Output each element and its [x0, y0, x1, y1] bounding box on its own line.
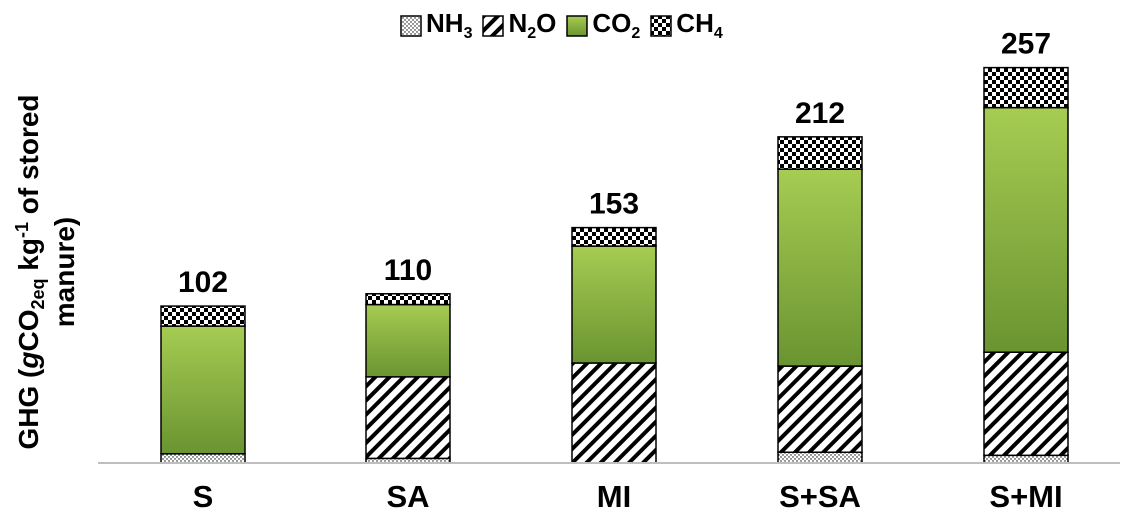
legend-swatch-checker	[650, 15, 673, 37]
legend-label-ch4: CH4	[676, 8, 723, 43]
category-label-4: S+MI	[989, 479, 1062, 514]
bars-layer	[160, 66, 1069, 464]
bar-segment-green-1	[365, 303, 451, 378]
category-label-2: MI	[597, 479, 631, 514]
y-axis-label: GHG (gCO2eq kg-1 of stored manure)	[12, 94, 80, 449]
ylabel-line2: manure)	[49, 217, 80, 327]
svg-text:GHG (gCO2eq kg-1 of stored: GHG (gCO2eq kg-1 of stored	[12, 94, 48, 449]
legend-swatch-dots	[400, 15, 422, 37]
total-label-2: 153	[589, 188, 639, 221]
category-label-1: SA	[386, 479, 429, 514]
ylabel-sub: 2eq	[28, 279, 48, 310]
ylabel-sup: -1	[12, 222, 32, 238]
legend: NH3 N2O CO2 CH4	[400, 8, 723, 44]
bar-segment-green-0	[160, 325, 246, 455]
bar-segment-green-4	[983, 106, 1069, 353]
ylabel-g: g	[13, 352, 44, 370]
ylabel-prefix: GHG (	[13, 368, 44, 450]
ylabel-suffix: of stored	[13, 94, 44, 222]
legend-label-nh3: NH3	[426, 8, 473, 43]
category-label-3: S+SA	[779, 479, 861, 514]
total-label-1: 110	[384, 254, 432, 287]
bar-segment-checker-4	[983, 66, 1069, 109]
bar-segment-dots-4	[983, 454, 1069, 464]
labels-layer: 102 S 110 SA 153 MI 212 S+SA 257 S+MI	[178, 28, 1063, 514]
bar-segment-dots-0	[160, 453, 246, 464]
legend-item-co2: CO2	[566, 8, 640, 43]
bar-segment-checker-1	[365, 293, 451, 306]
legend-item-nh3: NH3	[400, 8, 472, 43]
ylabel-co: CO	[13, 310, 44, 352]
total-label-0: 102	[178, 266, 228, 299]
bar-segment-dots-3	[777, 451, 863, 464]
ylabel-kg: kg	[13, 238, 44, 278]
bar-segment-hatch-1	[365, 376, 451, 460]
bar-segment-green-2	[571, 245, 657, 364]
bar-segment-hatch-3	[777, 365, 863, 453]
total-label-3: 212	[795, 97, 845, 130]
category-label-0: S	[193, 479, 214, 514]
bar-segment-checker-3	[777, 136, 863, 170]
legend-label-co2: CO2	[592, 8, 641, 43]
bar-segment-checker-2	[571, 226, 657, 247]
total-label-4: 257	[1001, 28, 1051, 61]
legend-swatch-hatch	[482, 15, 505, 37]
bar-segment-hatch-4	[983, 351, 1069, 457]
legend-swatch-green	[566, 15, 589, 37]
legend-label-n2o: N2O	[508, 8, 557, 43]
legend-item-ch4: CH4	[650, 8, 723, 43]
bar-segment-hatch-2	[571, 362, 657, 464]
bar-segment-green-3	[777, 168, 863, 367]
legend-item-n2o: N2O	[482, 8, 556, 43]
bar-segment-checker-0	[160, 305, 246, 327]
